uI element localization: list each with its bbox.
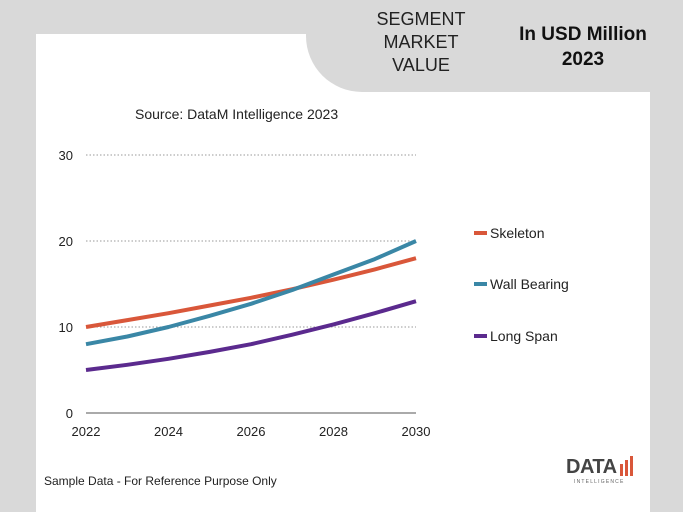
x-tick-label: 2028: [319, 424, 348, 439]
unit-title: In USD Million 2023: [519, 24, 647, 70]
series-line-skeleton: [85, 256, 417, 329]
y-tick-label: 10: [59, 320, 73, 335]
logo-bars-icon: [620, 456, 633, 476]
datam-logo: DATA INTELLIGENCE: [566, 456, 642, 490]
series-line-wall-bearing: [85, 239, 417, 347]
y-tick-label: 20: [59, 234, 73, 249]
x-tick-label: 2022: [72, 424, 101, 439]
x-tick-label: 2026: [237, 424, 266, 439]
series-layer: [85, 239, 417, 372]
series-line-long-span: [85, 299, 417, 372]
legend-label: Skeleton: [490, 225, 544, 241]
legend-label: Wall Bearing: [490, 276, 569, 292]
chart-source: Source: DataM Intelligence 2023: [135, 106, 339, 122]
header-tab: [306, 0, 683, 92]
segment-title: SEGMENT MARKET VALUE: [376, 9, 466, 75]
logo-text: DATA: [566, 456, 617, 478]
logo-subtext: INTELLIGENCE: [574, 479, 625, 485]
y-tick-label: 0: [66, 406, 73, 421]
legend-layer: Skeleton Wall Bearing Long Span: [474, 225, 569, 344]
x-tick-label: 2024: [154, 424, 183, 439]
footnote: Sample Data - For Reference Purpose Only: [44, 474, 277, 488]
legend-label: Long Span: [490, 328, 558, 344]
grid-layer: [86, 154, 416, 328]
x-tick-label: 2030: [402, 424, 431, 439]
y-tick-label: 30: [59, 148, 73, 163]
